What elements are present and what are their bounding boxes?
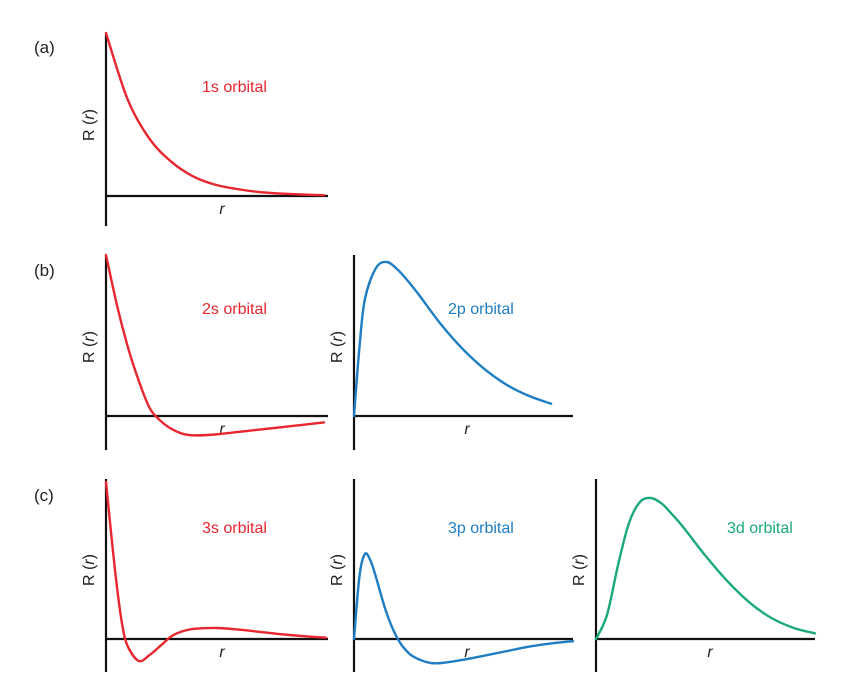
series-label-3p: 3p orbital: [448, 520, 514, 537]
axes-2p: [352, 255, 573, 450]
x-axis-label-2p: r: [464, 421, 470, 438]
chart-2s: R (r) r 2s orbital: [81, 253, 328, 450]
x-axis-label-3p: r: [464, 644, 470, 661]
y-axis-label-3d: R (r): [571, 554, 588, 586]
chart-3d: R (r) r 3d orbital: [571, 479, 817, 672]
panel-label-c: (c): [34, 486, 54, 505]
axes-3d: [594, 479, 815, 672]
x-axis-label-1s: r: [219, 201, 225, 218]
chart-3p: R (r) r 3p orbital: [329, 479, 575, 672]
series-line-2p: [352, 260, 553, 418]
axes-3s: [104, 479, 328, 672]
axes-2s: [104, 255, 328, 450]
y-axis-label-2s: R (r): [81, 331, 98, 363]
series-label-2p: 2p orbital: [448, 301, 514, 318]
series-label-3s: 3s orbital: [202, 520, 267, 537]
x-axis-label-2s: r: [219, 421, 225, 438]
y-axis-label-2p: R (r): [329, 331, 346, 363]
series-label-1s: 1s orbital: [202, 79, 267, 96]
x-axis-label-3d: r: [707, 644, 713, 661]
series-line-3d: [594, 496, 817, 641]
chart-1s: R (r) r 1s orbital: [81, 31, 328, 226]
chart-3s: R (r) r 3s orbital: [81, 479, 328, 672]
series-label-2s: 2s orbital: [202, 301, 267, 318]
y-axis-label-3s: R (r): [81, 554, 98, 586]
series-line-1s: [104, 31, 326, 197]
series-label-3d: 3d orbital: [727, 520, 793, 537]
series-line-2s: [104, 253, 326, 437]
y-axis-label-1s: R (r): [81, 109, 98, 141]
panel-label-a: (a): [34, 38, 55, 57]
chart-2p: R (r) r 2p orbital: [329, 255, 573, 450]
x-axis-label-3s: r: [219, 644, 225, 661]
panel-label-b: (b): [34, 261, 55, 280]
series-line-3s: [104, 480, 328, 663]
y-axis-label-3p: R (r): [329, 554, 346, 586]
axes-1s: [104, 33, 328, 226]
series-line-3p: [352, 552, 575, 665]
